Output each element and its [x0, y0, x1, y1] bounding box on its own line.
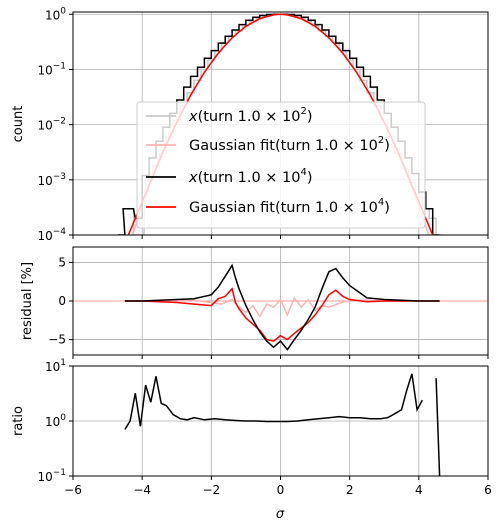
bottom-panel: −6 −4 −2 0 2 4 6 10−1 100 101 ratio σ — [11, 358, 492, 522]
top-ylabel: count — [11, 106, 26, 143]
bottom-y-tick-label: 100 — [45, 413, 66, 429]
middle-series-line-1 — [124, 287, 440, 342]
top-y-tick-label: 10−1 — [37, 61, 66, 77]
legend-label-1: Gaussian fit(turn 1.0 × 102) — [189, 135, 390, 154]
bottom-ticks: −6 −4 −2 0 2 4 6 10−1 100 101 — [37, 358, 491, 497]
bottom-y-tick-label: 10−1 — [37, 468, 66, 484]
middle-ylabel: residual [%] — [20, 262, 35, 340]
legend-label-3: Gaussian fit(turn 1.0 × 104) — [189, 197, 390, 216]
bottom-ylabel: ratio — [11, 406, 26, 436]
bottom-x-tick-label: 0 — [277, 483, 285, 497]
bottom-x-tick-label: −2 — [202, 483, 220, 497]
bottom-x-tick-label: 2 — [346, 483, 354, 497]
middle-series — [73, 263, 488, 351]
top-y-tick-label: 10−2 — [37, 117, 66, 133]
bottom-series — [124, 373, 441, 476]
bottom-series-line-0-1 — [435, 378, 441, 476]
top-panel: 10−4 10−3 10−2 10−1 100 count x(turn 1.0 × 1… — [11, 6, 489, 243]
top-y-tick-label: 10−4 — [37, 227, 66, 243]
legend-label-2: x(turn 1.0 × 104) — [188, 167, 313, 186]
bottom-y-tick-label: 101 — [45, 358, 66, 374]
top-y-tick-label: 10−3 — [37, 172, 66, 188]
legend: x(turn 1.0 × 102) Gaussian fit(turn 1.0 ×… — [136, 101, 426, 229]
middle-panel: −5 0 5 residual [%] — [20, 246, 489, 359]
middle-y-tick-label: 5 — [58, 255, 66, 269]
top-y-tick-label: 100 — [45, 6, 66, 22]
legend-label-0: x(turn 1.0 × 102) — [188, 106, 313, 125]
bottom-x-tick-label: −4 — [133, 483, 151, 497]
middle-series-line-2 — [124, 263, 440, 351]
bottom-series-line-0-0 — [124, 373, 423, 430]
middle-y-tick-label: 0 — [58, 294, 66, 308]
top-ticks: 10−4 10−3 10−2 10−1 100 — [37, 6, 489, 243]
middle-y-tick-label: −5 — [48, 333, 66, 347]
middle-ticks: −5 0 5 — [48, 255, 489, 359]
bottom-x-tick-label: −6 — [64, 483, 82, 497]
x-axis-label: σ — [276, 507, 285, 522]
legend-frame — [136, 101, 426, 229]
bottom-x-tick-label: 4 — [415, 483, 423, 497]
bottom-x-tick-label: 6 — [484, 483, 492, 497]
